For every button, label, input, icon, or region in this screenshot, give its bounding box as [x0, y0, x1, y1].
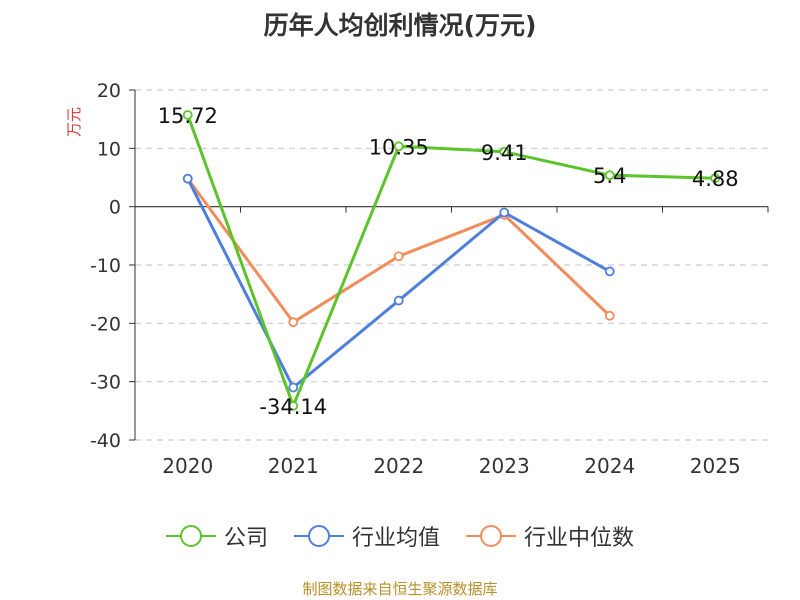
- legend: 公司 行业均值 行业中位数: [0, 520, 800, 552]
- x-tick-label: 2021: [268, 454, 319, 478]
- y-tick-label: -30: [90, 372, 121, 394]
- chart-title: 历年人均创利情况(万元): [263, 11, 537, 40]
- data-label: 5.4: [593, 164, 626, 188]
- y-tick-label: -40: [90, 430, 121, 452]
- legend-swatch: [466, 525, 516, 547]
- data-label: 10.35: [369, 135, 429, 159]
- legend-swatch: [165, 525, 216, 547]
- legend-label: 行业中位数: [524, 526, 635, 551]
- data-source-note: 制图数据来自恒生聚源数据库: [302, 580, 498, 598]
- data-label: 15.72: [158, 104, 218, 128]
- data-point: [499, 207, 510, 218]
- x-tick-label: 2022: [373, 454, 424, 478]
- data-point: [604, 266, 615, 277]
- data-point: [604, 310, 615, 321]
- data-point: [499, 146, 510, 157]
- data-point: [393, 251, 404, 262]
- x-tick-label: 2024: [584, 454, 635, 478]
- legend-label: 行业均值: [351, 526, 440, 551]
- legend-swatch: [293, 525, 344, 547]
- y-tick-label: -10: [90, 255, 121, 277]
- data-point: [288, 400, 299, 411]
- data-point: [182, 110, 193, 120]
- y-tick-label: 10: [97, 138, 121, 160]
- y-tick-label: 0: [109, 197, 121, 219]
- legend-label: 公司: [223, 526, 268, 551]
- y-tick-label: -20: [90, 313, 121, 335]
- x-tick-label: 2023: [479, 454, 530, 478]
- data-point: [393, 141, 404, 152]
- legend-item[interactable]: 公司: [165, 520, 268, 552]
- y-tick-label: 20: [97, 80, 121, 102]
- data-point: [288, 317, 299, 328]
- x-tick-label: 2020: [162, 454, 213, 478]
- data-label: -34.14: [259, 395, 327, 419]
- series-line-company: [186, 114, 716, 408]
- data-point: [393, 295, 404, 306]
- data-point: [710, 173, 721, 184]
- data-point: [604, 170, 615, 181]
- legend-item[interactable]: 行业中位数: [466, 520, 634, 552]
- x-tick-label: 2025: [690, 454, 741, 478]
- data-label: 9.41: [481, 141, 528, 165]
- legend-item[interactable]: 行业均值: [293, 520, 440, 552]
- data-point: [288, 382, 299, 393]
- data-point: [182, 173, 193, 184]
- line-chart: 20 10 0 -10 -20 -30 -40 2020 2021 2022 2023 2024 202…: [90, 80, 769, 478]
- series-line-industry-mean: [186, 177, 611, 389]
- data-label: 4.88: [692, 167, 739, 191]
